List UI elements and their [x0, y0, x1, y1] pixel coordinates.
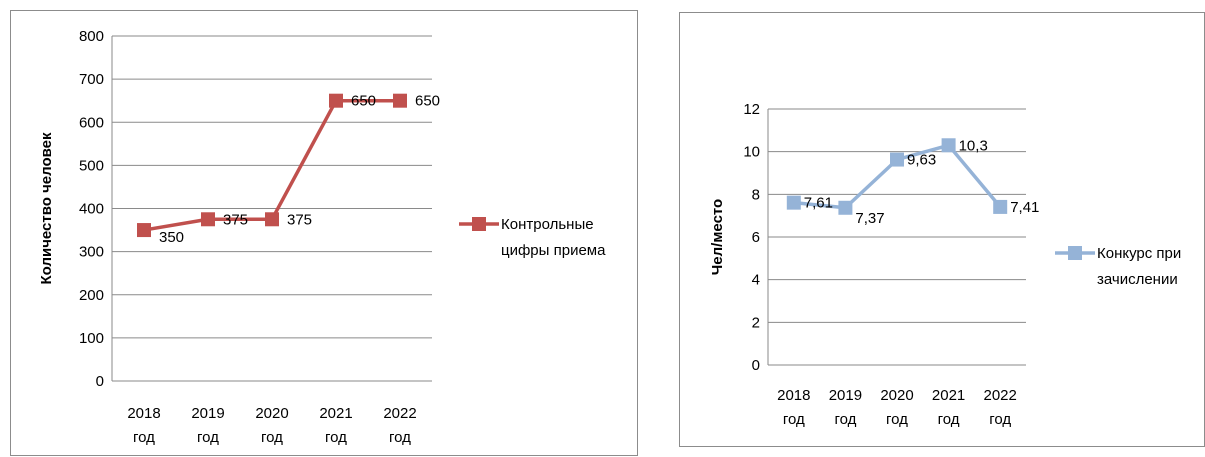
legend-marker [1068, 246, 1082, 260]
data-label: 350 [159, 229, 184, 246]
y-tick-label: 600 [79, 114, 104, 131]
data-label: 650 [351, 93, 376, 110]
y-tick-label: 400 [79, 201, 104, 218]
data-point [993, 199, 1008, 214]
legend-marker [472, 217, 486, 231]
y-tick-label: 300 [79, 244, 104, 261]
data-point [890, 152, 904, 167]
y-tick-label: 8 [752, 186, 760, 203]
data-label: 9,63 [907, 152, 936, 169]
y-tick-label: 700 [79, 71, 104, 88]
legend-label: цифры приема [501, 242, 606, 259]
x-tick-label: год [989, 411, 1011, 428]
y-tick-label: 4 [752, 272, 760, 289]
legend-label: Контрольные [501, 216, 594, 233]
data-label: 650 [415, 93, 440, 110]
x-tick-label: год [783, 411, 805, 428]
y-tick-label: 12 [743, 101, 760, 118]
y-tick-label: 0 [752, 357, 760, 374]
y-tick-label: 800 [79, 28, 104, 45]
data-label: 10,3 [959, 137, 988, 154]
x-tick-label: год [389, 429, 411, 446]
y-tick-label: 100 [79, 330, 104, 347]
data-label: 7,61 [804, 195, 833, 212]
data-point [786, 195, 801, 210]
x-tick-label: год [938, 411, 960, 428]
chart-competition-svg: 0 2 4 6 8 10 12 2018 год 2019 год 2020 год 2021 год 202… [709, 101, 1181, 428]
y-tick-label: 10 [743, 144, 760, 161]
x-tick-label: 2018 [127, 405, 160, 422]
x-tick-label: год [261, 429, 283, 446]
data-label: 375 [287, 211, 312, 228]
y-tick-label: 200 [79, 287, 104, 304]
data-label: 7,41 [1010, 199, 1039, 216]
data-point [329, 93, 343, 108]
x-tick-label: год [886, 411, 908, 428]
x-tick-label: год [133, 429, 155, 446]
x-tick-label: год [834, 411, 856, 428]
x-tick-label: год [325, 429, 347, 446]
y-axis-title: Чел/место [709, 199, 726, 275]
chart-competition: 0 2 4 6 8 10 12 2018 год 2019 год 2020 год 2021 год 202… [679, 12, 1205, 447]
x-tick-label: 2020 [880, 387, 913, 404]
y-axis-title: Количество человек [38, 132, 55, 284]
x-tick-label: 2021 [932, 387, 965, 404]
x-tick-label: 2018 [777, 387, 810, 404]
data-point [201, 212, 215, 227]
data-label: 7,37 [855, 210, 884, 227]
x-tick-label: 2020 [255, 405, 288, 422]
y-tick-label: 6 [752, 229, 760, 246]
y-tick-label: 2 [752, 314, 760, 331]
y-tick-label: 0 [96, 373, 104, 390]
data-point [941, 138, 956, 153]
data-point [137, 223, 151, 238]
x-tick-label: 2022 [383, 405, 416, 422]
x-tick-label: 2019 [191, 405, 224, 422]
x-tick-label: 2019 [829, 387, 862, 404]
data-label: 375 [223, 211, 248, 228]
y-tick-label: 500 [79, 157, 104, 174]
data-point [393, 93, 407, 108]
legend-label: зачислении [1097, 271, 1178, 288]
x-tick-label: 2021 [319, 405, 352, 422]
x-tick-label: 2022 [984, 387, 1017, 404]
legend-label: Конкурс при [1097, 245, 1181, 262]
data-point [838, 200, 853, 215]
data-point [265, 212, 279, 227]
chart-quota: 0 100 200 300 400 500 600 700 800 2018 год 2019 год 2… [10, 10, 638, 456]
x-tick-label: год [197, 429, 219, 446]
chart-quota-svg: 0 100 200 300 400 500 600 700 800 2018 год 2019 год 2… [38, 28, 606, 446]
